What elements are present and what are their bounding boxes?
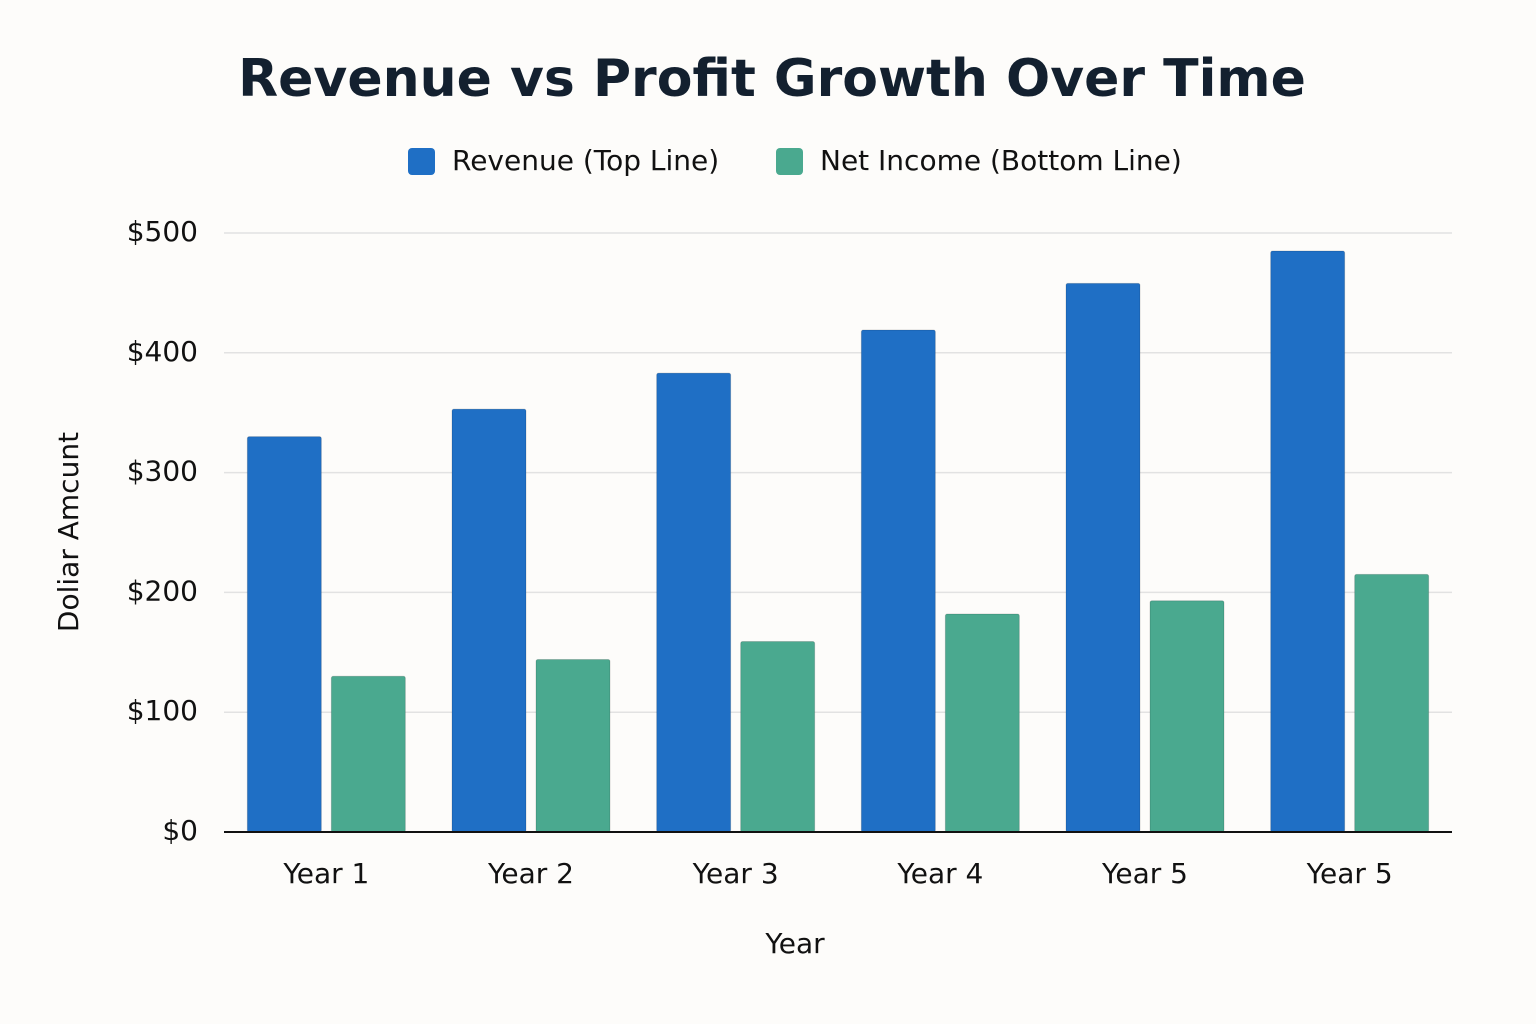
bar — [1270, 250, 1346, 833]
legend-label: Net Income (Bottom Line) — [820, 144, 1182, 177]
x-tick-label: Year 2 — [487, 857, 574, 890]
x-tick-label: Year 5 — [1306, 857, 1393, 890]
y-axis-label: Doliar Amcunt — [52, 432, 85, 632]
bar — [246, 436, 322, 833]
bar — [656, 372, 732, 833]
bar — [451, 408, 527, 833]
x-axis-label: Year — [764, 927, 825, 960]
bar — [535, 658, 611, 833]
chart-title: Revenue vs Profit Growth Over Time — [238, 49, 1306, 109]
legend-swatch — [776, 148, 803, 175]
x-tick-label: Year 4 — [896, 857, 983, 890]
x-tick-label: Year 3 — [692, 857, 779, 890]
bar — [330, 675, 406, 833]
legend-label: Revenue (Top Line) — [452, 144, 719, 177]
bar — [1149, 600, 1225, 833]
bar — [944, 613, 1020, 833]
y-tick-label: $0 — [162, 814, 198, 847]
y-tick-label: $500 — [127, 215, 198, 248]
bar — [1354, 573, 1430, 833]
y-tick-label: $300 — [127, 455, 198, 488]
y-tick-label: $400 — [127, 335, 198, 368]
y-tick-label: $100 — [127, 694, 198, 727]
y-tick-label: $200 — [127, 574, 198, 607]
x-tick-label: Year 5 — [1101, 857, 1188, 890]
bar — [1065, 282, 1141, 833]
bar — [860, 329, 936, 833]
legend-swatch — [408, 148, 435, 175]
bar — [740, 641, 816, 833]
x-tick-label: Year 1 — [282, 857, 369, 890]
